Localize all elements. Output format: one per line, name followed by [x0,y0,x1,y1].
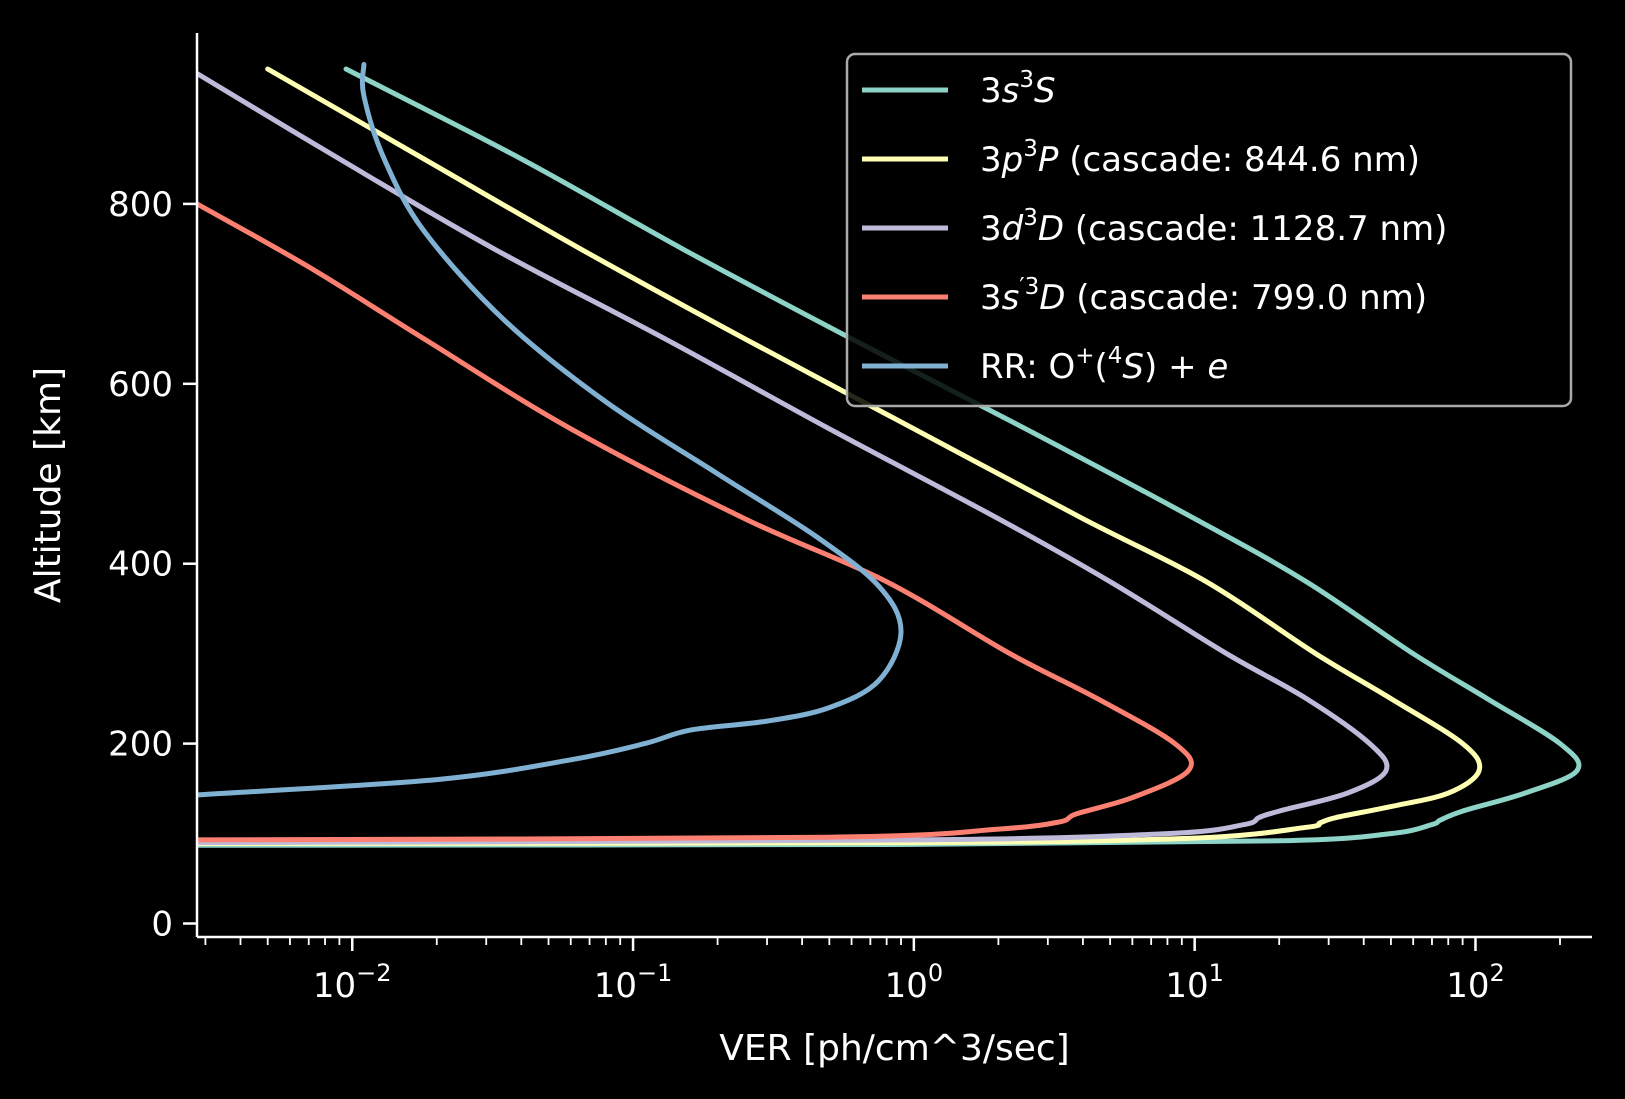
series-line-5 [197,62,904,798]
series-line-3 [197,71,1390,846]
y-tick-label: 0 [151,905,173,945]
legend-frame [845,52,1573,408]
x-axis-label: VER [ph/cm^3/sec] [719,1028,1069,1069]
legend-item: 3d3D (cascade: 1128.7 nm) [862,205,1447,249]
axes: 0 200 400 600 800 10−2 10−1 100 101 102 [108,33,1592,1006]
y-axis-label: Altitude [km] [28,367,69,603]
x-tick-label: 10−1 [594,959,673,1006]
legend-item: 3s3S [862,67,1056,111]
x-tick-label: 10−2 [313,959,392,1006]
x-tick-label: 102 [1446,959,1505,1006]
y-tick-label: 600 [108,365,173,405]
legend: 3s3S 3p3P (cascade: 844.6 nm) 3d3D (cascad… [845,52,1573,408]
plot-lines [197,62,1582,848]
y-tick-label: 200 [108,725,173,765]
y-tick-label: 800 [108,185,173,225]
x-tick-label: 100 [885,959,944,1006]
legend-label: RR: O+(4S) + e [980,343,1228,387]
legend-label: 3p3P (cascade: 844.6 nm) [980,136,1420,180]
y-tick-label: 400 [108,545,173,585]
series-line-2 [197,66,1483,846]
legend-item: RR: O+(4S) + e [862,343,1228,387]
series-line-4 [197,201,1194,843]
legend-label: 3d3D (cascade: 1128.7 nm) [980,205,1447,249]
x-tick-label: 101 [1165,959,1224,1006]
legend-label: 3s′3D (cascade: 799.0 nm) [980,274,1427,318]
legend-item: 3p3P (cascade: 844.6 nm) [862,136,1420,180]
legend-item: 3s′3D (cascade: 799.0 nm) [862,274,1427,318]
series-line-1 [197,66,1582,848]
legend-label: 3s3S [980,67,1056,111]
